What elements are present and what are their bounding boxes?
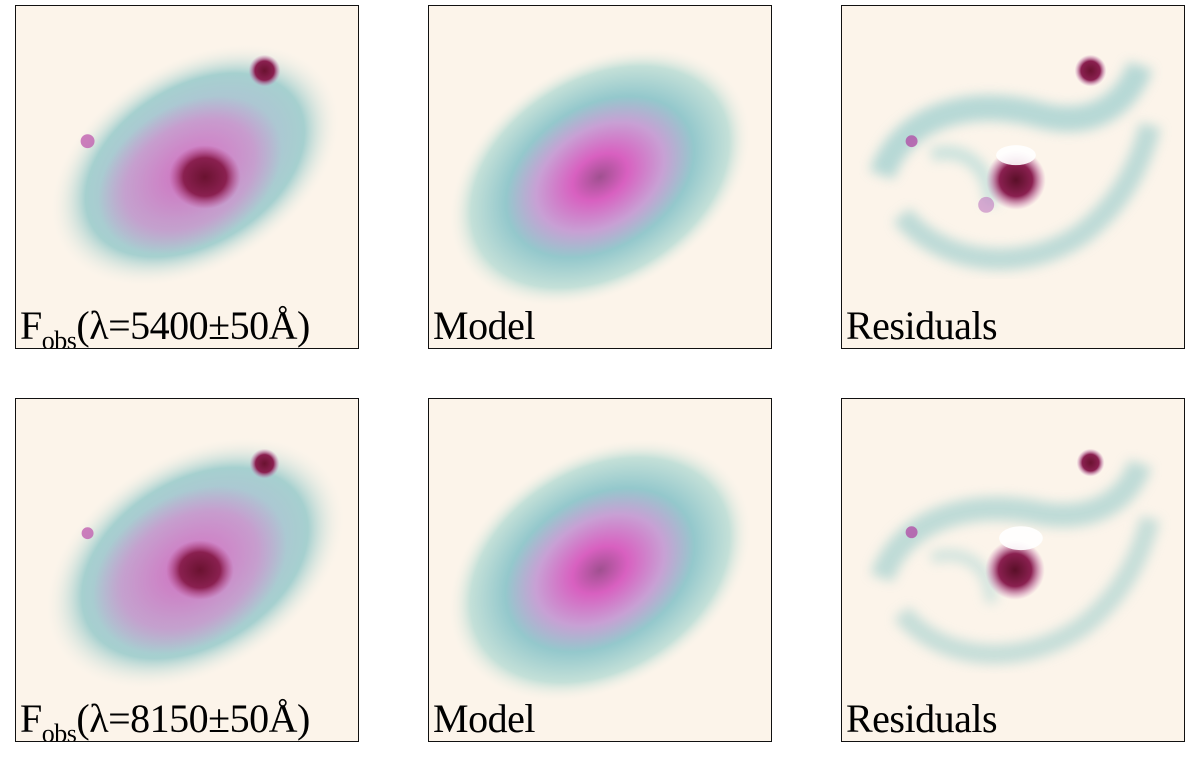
residuals-label: Residuals xyxy=(846,303,998,348)
model-label: Model xyxy=(433,303,535,348)
model-galaxy-image xyxy=(448,46,752,308)
residuals-image-top: Residuals xyxy=(841,5,1185,349)
residuals-galaxy-image xyxy=(870,448,1160,665)
residuals-galaxy-image xyxy=(869,54,1161,271)
observed-label: Fobs(λ=8150±50Å) xyxy=(20,696,310,742)
model-galaxy-image xyxy=(447,437,753,703)
observed-galaxy-image xyxy=(49,42,341,288)
model-image-bottom: Model xyxy=(428,398,772,742)
observed-label: Fobs(λ=5400±50Å) xyxy=(20,303,310,349)
observed-image-8150: Fobs(λ=8150±50Å) xyxy=(15,398,359,742)
model-image-top: Model xyxy=(428,5,772,349)
residuals-label: Residuals xyxy=(846,696,998,741)
model-label: Model xyxy=(433,696,535,741)
observed-galaxy-image xyxy=(44,435,346,691)
residuals-image-bottom: Residuals xyxy=(841,398,1185,742)
observed-image-5400: Fobs(λ=5400±50Å) xyxy=(15,5,359,349)
